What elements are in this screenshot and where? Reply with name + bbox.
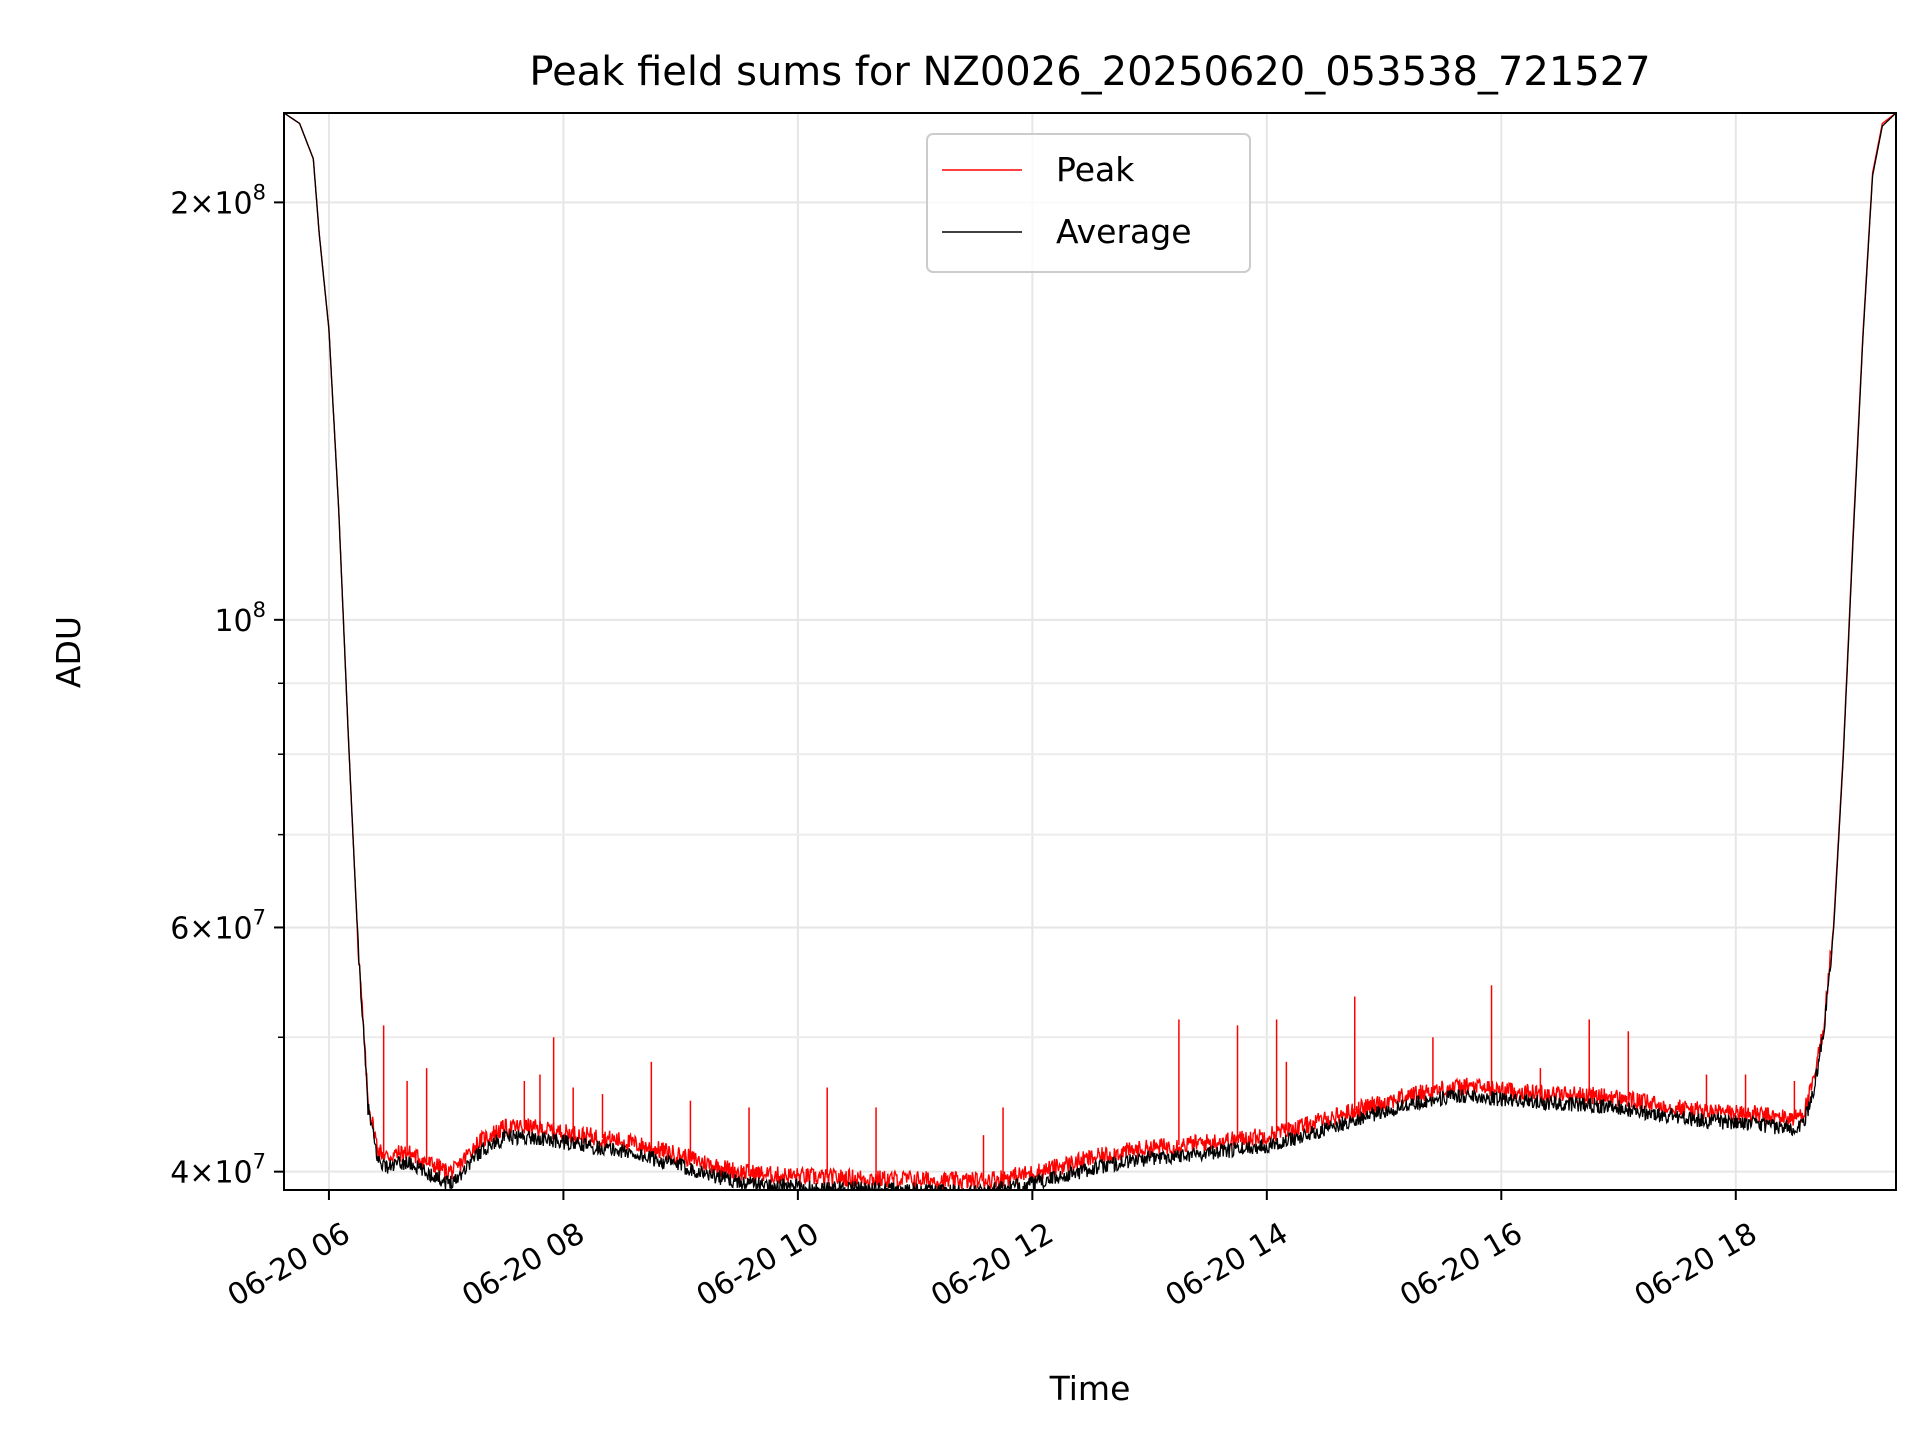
legend: Peak Average [926,133,1251,273]
series-average-line [284,113,1896,1190]
y-tick-label: 4×107 [170,1150,266,1191]
series-peak-line [284,113,1896,1190]
y-tick-label: 108 [214,598,266,639]
legend-box [926,133,1251,273]
y-axis-label: ADU [49,616,88,688]
y-tick-label: 2×108 [170,180,266,221]
legend-peak-label: Peak [1056,150,1135,189]
axes-frame [283,112,1897,1191]
x-axis-label: Time [1049,1369,1131,1408]
legend-average-label: Average [1056,212,1192,251]
y-axis: 4×107 6×107 108 2×108 [170,180,284,1191]
plot-area [284,113,1896,1190]
y-tick-label: 6×107 [170,905,266,946]
chart-title: Peak field sums for NZ0026_20250620_0535… [529,49,1650,95]
